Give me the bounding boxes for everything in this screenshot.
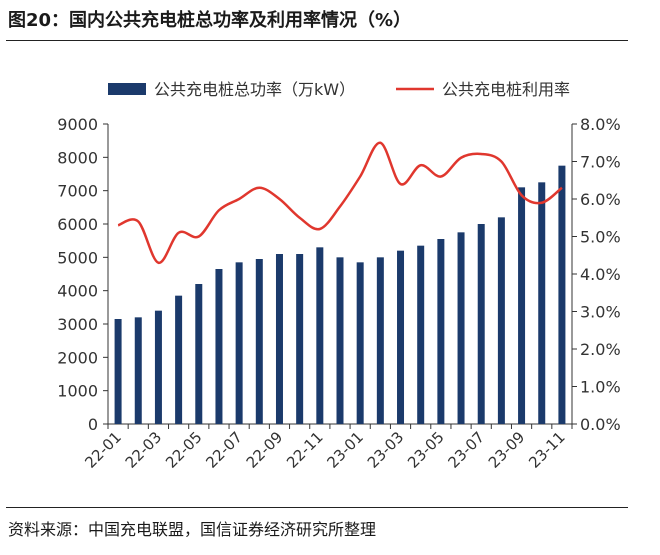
bar-series <box>114 165 566 424</box>
bar <box>316 247 324 424</box>
y-left-tick-label: 6000 <box>57 215 98 234</box>
legend-line-label: 公共充电桩利用率 <box>442 80 570 99</box>
legend-bar-label: 公共充电桩总功率（万kW） <box>154 80 355 99</box>
x-tick-label: 22-07 <box>202 428 246 472</box>
line-series <box>117 141 563 264</box>
bar <box>134 317 142 424</box>
x-tick-label: 22-11 <box>283 428 327 472</box>
legend-bar-swatch <box>108 83 146 95</box>
x-tick-label: 23-03 <box>364 428 408 472</box>
y-right-tick-label: 3.0% <box>580 303 621 322</box>
x-tick-label: 23-01 <box>323 428 367 472</box>
y-right-tick-label: 7.0% <box>580 153 621 172</box>
bar <box>477 224 485 424</box>
y-right-tick-label: 1.0% <box>580 378 621 397</box>
bar <box>538 182 546 424</box>
bar <box>518 187 526 424</box>
bar <box>457 232 465 424</box>
y-left-tick-label: 3000 <box>57 315 98 334</box>
bar <box>235 262 243 424</box>
bar <box>154 310 162 424</box>
utilization-line <box>117 141 563 264</box>
title-rule <box>6 40 628 41</box>
bar <box>417 245 425 424</box>
x-tick-label: 22-09 <box>243 428 287 472</box>
source-rule <box>6 507 628 508</box>
combo-chart: 0 1000 2000 3000 4000 5000 6000 7000 8000 9000 0.0… <box>57 80 621 472</box>
x-tick-label: 23-07 <box>444 428 488 472</box>
y-left-tick-label: 8000 <box>57 148 98 167</box>
x-tick-label: 23-05 <box>404 428 448 472</box>
x-tick-label: 23-11 <box>525 428 569 472</box>
bar <box>356 262 364 424</box>
bar <box>376 257 384 424</box>
bar <box>255 259 263 424</box>
y-left-tick-label: 0 <box>88 415 98 434</box>
bar <box>558 165 566 424</box>
bar <box>437 239 445 424</box>
y-right-tick-label: 2.0% <box>580 340 621 359</box>
y-left-tick-label: 5000 <box>57 248 98 267</box>
y-left-tick-label: 7000 <box>57 182 98 201</box>
figure-title: 图20：国内公共充电桩总功率及利用率情况（%） <box>8 10 412 31</box>
bar <box>215 269 223 424</box>
y-right-tick-label: 0.0% <box>580 415 621 434</box>
bar <box>497 217 505 424</box>
x-tick-label: 22-01 <box>81 428 125 472</box>
y-left-tick-label: 9000 <box>57 115 98 134</box>
x-tick-label: 23-09 <box>485 428 529 472</box>
bar <box>114 319 122 424</box>
y-left-tick-label: 4000 <box>57 282 98 301</box>
bar <box>296 254 304 424</box>
bar <box>195 284 203 424</box>
y-right-tick-label: 6.0% <box>580 190 621 209</box>
x-tick-label: 22-05 <box>162 428 206 472</box>
y-right-tick-label: 8.0% <box>580 115 621 134</box>
y-left-tick-label: 1000 <box>57 382 98 401</box>
y-right-tick-label: 4.0% <box>580 265 621 284</box>
bar <box>397 250 405 424</box>
x-tick-label: 22-03 <box>122 428 166 472</box>
y-right-tick-label: 5.0% <box>580 228 621 247</box>
source-note: 资料来源：中国充电联盟，国信证券经济研究所整理 <box>8 520 377 539</box>
bar <box>275 254 283 424</box>
y-left-tick-label: 2000 <box>57 348 98 367</box>
bar <box>336 257 344 424</box>
bar <box>175 295 183 424</box>
chart-legend: 公共充电桩总功率（万kW） 公共充电桩利用率 <box>108 80 570 99</box>
